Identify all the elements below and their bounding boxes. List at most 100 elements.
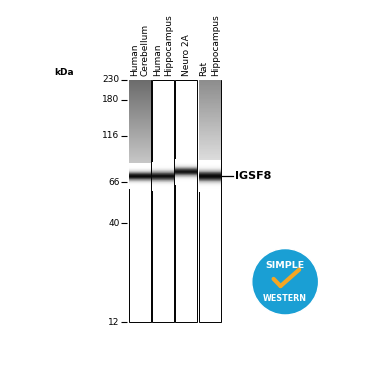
Bar bbox=[199, 80, 220, 81]
Bar bbox=[199, 130, 220, 131]
Bar bbox=[129, 158, 151, 159]
Bar bbox=[199, 127, 220, 128]
Bar bbox=[129, 89, 151, 90]
Bar bbox=[129, 150, 151, 151]
Bar bbox=[129, 167, 151, 168]
Text: 116: 116 bbox=[102, 131, 120, 140]
Bar bbox=[129, 146, 151, 147]
Bar bbox=[129, 154, 151, 155]
Bar bbox=[129, 107, 151, 108]
Bar bbox=[129, 128, 151, 129]
Bar bbox=[129, 162, 151, 163]
Bar bbox=[129, 142, 151, 143]
Bar bbox=[129, 83, 151, 84]
Text: Hippocampus: Hippocampus bbox=[164, 14, 173, 76]
Bar bbox=[129, 144, 151, 145]
Bar bbox=[129, 177, 151, 178]
Bar bbox=[199, 102, 220, 103]
Bar bbox=[199, 152, 220, 153]
Bar bbox=[199, 159, 220, 160]
Bar bbox=[199, 124, 220, 125]
Bar bbox=[199, 175, 220, 176]
Text: IGSF8: IGSF8 bbox=[235, 171, 272, 181]
Bar bbox=[199, 155, 220, 156]
Bar bbox=[129, 136, 151, 138]
Bar bbox=[129, 82, 151, 83]
Bar bbox=[199, 87, 220, 88]
Bar bbox=[199, 135, 220, 136]
Bar bbox=[129, 101, 151, 102]
Bar bbox=[129, 176, 151, 177]
Text: 66: 66 bbox=[108, 178, 120, 187]
Bar bbox=[129, 94, 151, 95]
Bar bbox=[129, 129, 151, 130]
Bar bbox=[199, 168, 220, 169]
Bar bbox=[129, 133, 151, 134]
Bar bbox=[129, 186, 151, 188]
Bar bbox=[129, 85, 151, 86]
Bar bbox=[199, 160, 220, 161]
Bar bbox=[199, 92, 220, 93]
Bar bbox=[129, 81, 151, 82]
Bar bbox=[199, 96, 220, 97]
Bar bbox=[129, 170, 151, 171]
Text: Neuro 2A: Neuro 2A bbox=[182, 34, 191, 76]
Bar bbox=[152, 80, 174, 322]
Bar bbox=[199, 111, 220, 112]
Bar bbox=[129, 138, 151, 140]
Bar bbox=[199, 99, 220, 100]
Bar bbox=[129, 96, 151, 97]
Bar bbox=[129, 183, 151, 184]
Bar bbox=[199, 113, 220, 114]
Bar bbox=[129, 118, 151, 120]
Bar bbox=[199, 166, 220, 168]
Bar bbox=[199, 151, 220, 152]
Bar bbox=[129, 113, 151, 114]
Bar bbox=[199, 112, 220, 113]
Bar bbox=[199, 125, 220, 126]
Bar bbox=[199, 161, 220, 162]
Bar bbox=[199, 121, 220, 122]
Bar bbox=[129, 114, 151, 115]
Bar bbox=[129, 174, 151, 175]
Bar bbox=[129, 88, 151, 89]
Bar bbox=[129, 98, 151, 99]
Bar bbox=[199, 82, 220, 83]
Bar bbox=[129, 108, 151, 109]
Bar bbox=[199, 173, 220, 174]
Bar bbox=[129, 103, 151, 104]
Bar bbox=[129, 181, 151, 182]
Bar bbox=[199, 131, 220, 132]
Bar bbox=[199, 91, 220, 92]
Bar bbox=[199, 86, 220, 87]
Bar bbox=[199, 103, 220, 104]
Bar bbox=[129, 115, 151, 116]
Bar bbox=[129, 161, 151, 162]
Bar bbox=[199, 119, 220, 120]
Bar bbox=[129, 184, 151, 186]
Bar bbox=[199, 128, 220, 129]
Bar bbox=[199, 118, 220, 119]
Bar bbox=[129, 127, 151, 128]
Bar bbox=[199, 83, 220, 84]
Bar bbox=[199, 116, 220, 117]
Bar bbox=[129, 121, 151, 122]
Text: 180: 180 bbox=[102, 95, 120, 104]
Bar bbox=[129, 131, 151, 132]
Bar bbox=[199, 104, 220, 105]
Bar bbox=[129, 95, 151, 96]
Bar bbox=[129, 182, 151, 183]
Bar bbox=[199, 133, 220, 134]
Text: Rat: Rat bbox=[200, 61, 208, 76]
Bar bbox=[199, 106, 220, 107]
Bar bbox=[199, 105, 220, 106]
Text: Cerebellum: Cerebellum bbox=[141, 24, 150, 76]
Text: 230: 230 bbox=[102, 75, 120, 84]
Bar bbox=[199, 88, 220, 90]
Bar bbox=[199, 163, 220, 164]
Bar bbox=[199, 109, 220, 110]
Bar bbox=[199, 93, 220, 94]
Bar bbox=[199, 140, 220, 141]
Bar bbox=[199, 174, 220, 175]
Bar bbox=[199, 100, 220, 101]
